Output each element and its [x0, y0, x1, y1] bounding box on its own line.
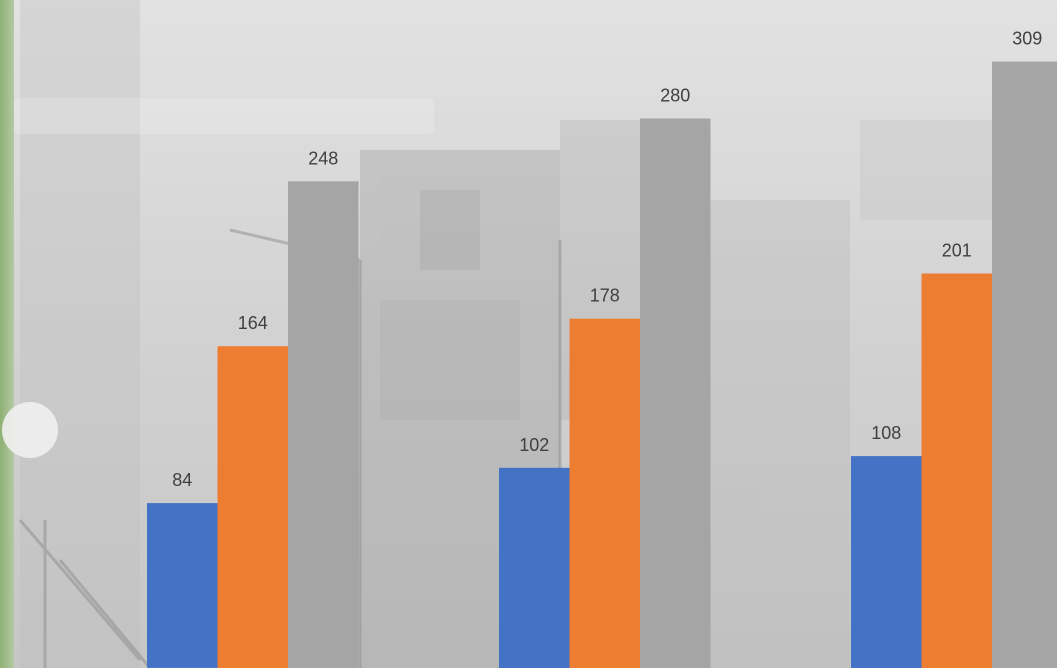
bar-series2-cat2: [569, 318, 640, 668]
data-label-series3-cat3: 309: [1012, 29, 1042, 49]
bar-series3-cat3: [992, 61, 1057, 668]
data-labels-group: 84 102 108 164 178 201 248 280 309: [172, 29, 1042, 491]
bar-series3-cat2: [640, 118, 711, 668]
watermark-text-shape: [14, 98, 434, 134]
bar-series2-cat1: [217, 346, 288, 668]
bar-series2-cat3: [921, 273, 992, 668]
data-label-series2-cat1: 164: [238, 313, 268, 333]
bar-series3-cat1: [288, 181, 359, 668]
data-label-series3-cat1: 248: [308, 148, 338, 168]
bar-series1-cat3: [851, 456, 922, 668]
data-label-series1-cat3: 108: [871, 423, 901, 443]
data-label-series1-cat2: 102: [519, 435, 549, 455]
bars-group: [147, 61, 1057, 668]
data-label-series1-cat1: 84: [172, 470, 192, 490]
data-label-series3-cat2: 280: [660, 86, 690, 106]
bar-series1-cat1: [147, 503, 218, 668]
data-label-series2-cat2: 178: [590, 286, 620, 306]
bar-series1-cat2: [499, 467, 570, 668]
data-label-series2-cat3: 201: [942, 241, 972, 261]
left-green-strip: [0, 0, 14, 668]
